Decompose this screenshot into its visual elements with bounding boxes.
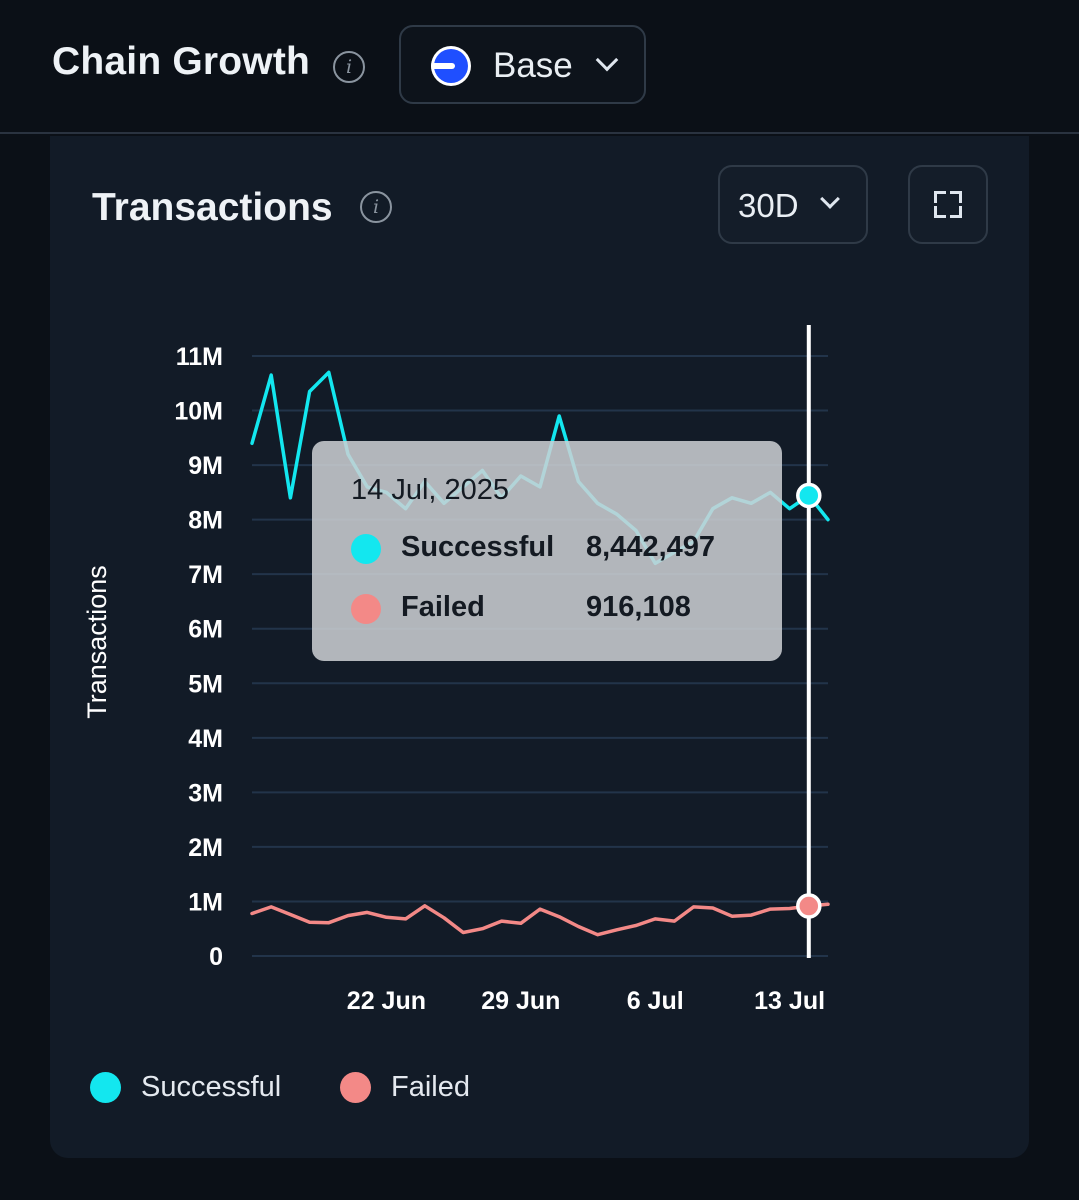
y-tick-label: 8M [188, 507, 223, 535]
y-tick-label: 0 [209, 943, 223, 971]
y-tick-label: 5M [188, 670, 223, 698]
chain-selector-label: Base [493, 46, 573, 85]
series-line-failed [250, 902, 830, 937]
highlight-point-successful [796, 482, 822, 509]
tooltip-failed-value: 916,108 [586, 591, 691, 623]
legend-failed-dot [340, 1072, 371, 1103]
tooltip-failed-name: Failed [401, 591, 485, 623]
tooltip-date: 14 Jul, 2025 [351, 474, 510, 506]
tooltip-row-successful: Successful 8,442,497 [351, 531, 771, 567]
fullscreen-icon-corner [950, 191, 962, 203]
base-chain-icon [431, 46, 471, 86]
info-icon[interactable]: i [360, 191, 392, 223]
x-tick-label: 13 Jul [754, 987, 825, 1015]
legend-successful-label: Successful [141, 1071, 282, 1103]
y-tick-label: 9M [188, 452, 223, 480]
y-tick-label: 2M [188, 834, 223, 862]
y-tick-label: 4M [188, 725, 223, 753]
tooltip-row-failed: Failed 916,108 [351, 591, 771, 627]
tooltip-failed-dot [351, 594, 381, 624]
x-tick-label: 6 Jul [627, 987, 684, 1015]
top-bar: Chain Growth i Base [0, 0, 1079, 134]
chart-tooltip: 14 Jul, 2025 Successful 8,442,497 Failed… [312, 441, 782, 661]
y-tick-label: 6M [188, 616, 223, 644]
fullscreen-icon [934, 191, 946, 203]
tooltip-successful-name: Successful [401, 531, 555, 563]
x-tick-label: 29 Jun [481, 987, 560, 1015]
card-title: Transactions [92, 186, 333, 229]
y-tick-label: 3M [188, 779, 223, 807]
tooltip-successful-value: 8,442,497 [586, 531, 716, 563]
legend-failed-label: Failed [391, 1071, 470, 1103]
range-selector-label: 30D [738, 187, 799, 224]
y-tick-label: 10M [174, 398, 223, 426]
fullscreen-icon-corner [950, 206, 962, 218]
tooltip-successful-dot [351, 534, 381, 564]
highlight-point-failed [796, 893, 822, 919]
fullscreen-icon-corner [934, 206, 946, 218]
y-axis-title: Transactions [82, 565, 112, 719]
fullscreen-button[interactable] [908, 165, 988, 244]
y-tick-label: 1M [188, 888, 223, 916]
page-title: Chain Growth [52, 40, 311, 83]
chain-selector[interactable]: Base [399, 25, 646, 104]
y-tick-label: 7M [188, 561, 223, 589]
legend-successful-dot [90, 1072, 121, 1103]
info-icon[interactable]: i [333, 51, 365, 83]
y-tick-label: 11M [176, 343, 223, 371]
range-selector[interactable]: 30D [718, 165, 868, 244]
x-tick-label: 22 Jun [347, 987, 426, 1015]
